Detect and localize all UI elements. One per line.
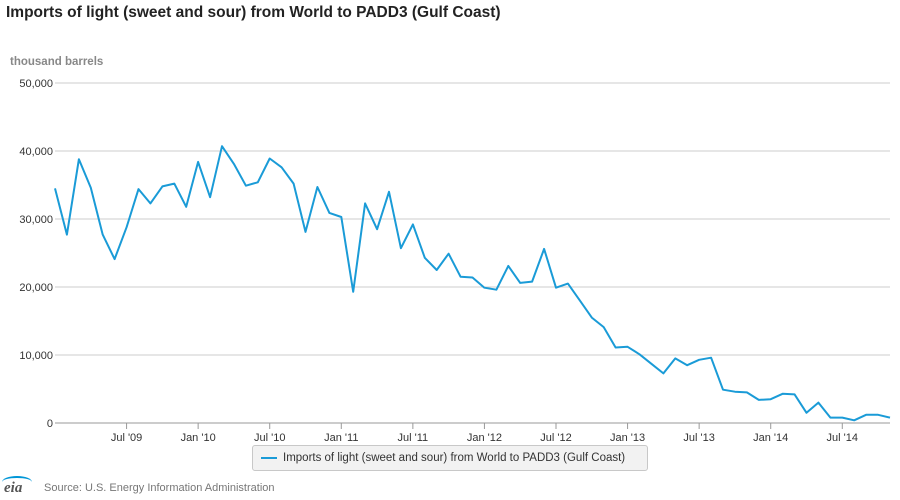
footer: eia Source: U.S. Energy Information Admi… [2, 475, 275, 498]
y-tick-label: 10,000 [19, 350, 53, 362]
x-tick-label: Jan '10 [181, 432, 216, 444]
legend-item[interactable]: Imports of light (sweet and sour) from W… [252, 445, 648, 471]
x-tick-label: Jul '14 [827, 432, 858, 444]
legend-swatch [261, 457, 277, 459]
y-tick-label: 40,000 [19, 146, 53, 158]
y-gridlines [55, 82, 890, 424]
x-axis-tick-labels: Jul '09 Jan '10 Jul '10 Jan '11 Jul '11 Jan '… [111, 432, 858, 444]
series-line[interactable] [54, 145, 891, 422]
y-tick-label: 50,000 [19, 78, 53, 90]
x-tick-label: Jul '13 [683, 432, 714, 444]
x-axis-ticks [126, 423, 843, 429]
y-axis-tick-labels: 0 10,000 20,000 30,000 40,000 50,000 [19, 78, 53, 430]
y-tick-label: 0 [47, 418, 53, 430]
x-tick-label: Jul '12 [540, 432, 571, 444]
y-tick-label: 20,000 [19, 282, 53, 294]
y-axis-units-label: thousand barrels [10, 56, 104, 68]
x-tick-label: Jul '11 [398, 432, 429, 444]
legend-label: Imports of light (sweet and sour) from W… [283, 452, 626, 464]
y-tick-label: 30,000 [19, 214, 53, 226]
eia-logo: eia [2, 475, 32, 497]
x-tick-label: Jan '11 [324, 432, 358, 444]
x-tick-label: Jan '12 [467, 432, 502, 444]
chart-title: Imports of light (sweet and sour) from W… [6, 4, 501, 21]
x-tick-label: Jan '13 [610, 432, 645, 444]
series-points [52, 143, 893, 423]
x-tick-label: Jul '10 [254, 432, 285, 444]
x-tick-label: Jan '14 [753, 432, 788, 444]
source-text: Source: U.S. Energy Information Administ… [44, 482, 275, 494]
x-tick-label: Jul '09 [111, 432, 142, 444]
